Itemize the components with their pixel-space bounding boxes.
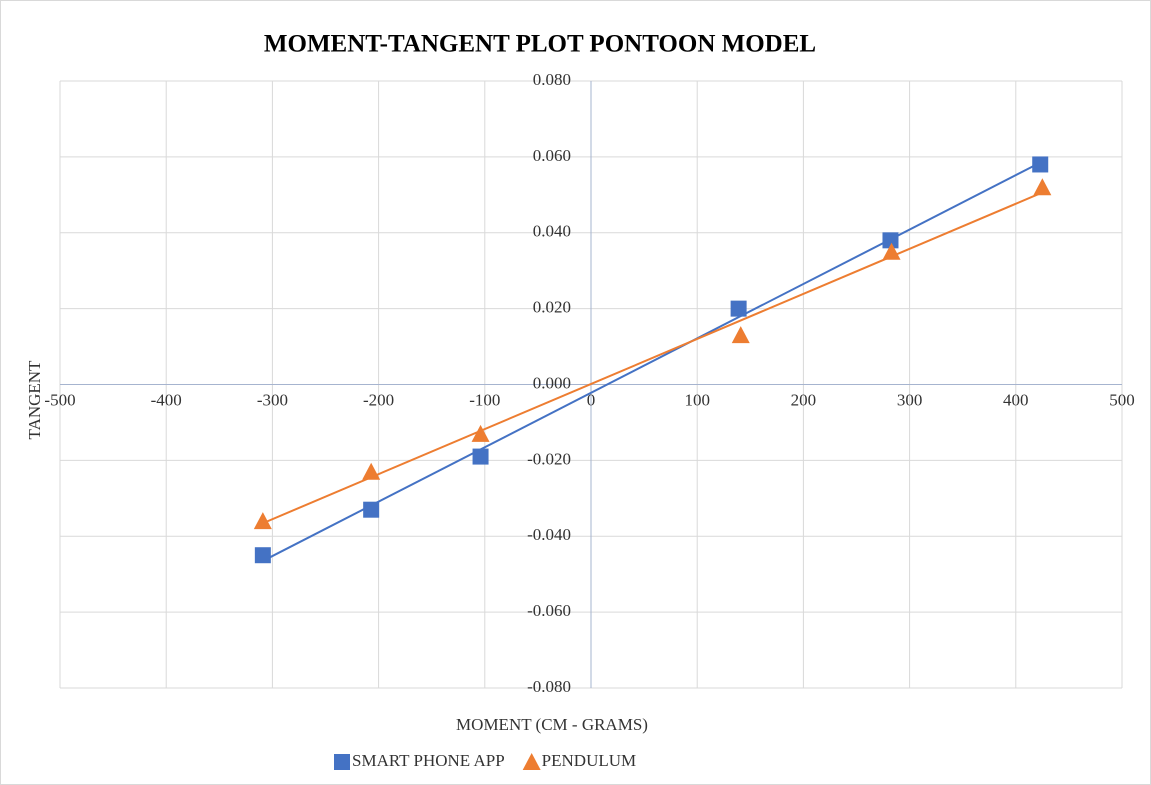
data-point bbox=[1032, 156, 1049, 173]
data-point bbox=[254, 547, 271, 564]
x-tick-label: 400 bbox=[1003, 390, 1029, 409]
legend-label: PENDULUM bbox=[542, 751, 636, 770]
data-point bbox=[730, 300, 747, 317]
data-point bbox=[363, 501, 380, 518]
x-tick-label: 500 bbox=[1109, 390, 1135, 409]
data-point bbox=[471, 424, 490, 442]
data-point bbox=[362, 462, 381, 480]
x-tick-label: -100 bbox=[469, 390, 500, 409]
x-tick-label: 100 bbox=[684, 390, 710, 409]
x-tick-label: -300 bbox=[257, 390, 288, 409]
data-point bbox=[731, 326, 750, 344]
x-axis-label: MOMENT (CM - GRAMS) bbox=[456, 715, 648, 734]
y-tick-label: -0.080 bbox=[527, 677, 571, 696]
y-tick-label: 0.060 bbox=[533, 146, 571, 165]
trendline bbox=[262, 191, 1043, 525]
data-point bbox=[334, 754, 350, 770]
data-point bbox=[522, 753, 541, 770]
data-point bbox=[472, 448, 489, 465]
x-tick-label: -500 bbox=[44, 390, 75, 409]
trendline bbox=[262, 161, 1041, 562]
data-point bbox=[1033, 178, 1052, 196]
x-tick-label: -200 bbox=[363, 390, 394, 409]
legend-label: SMART PHONE APP bbox=[352, 751, 505, 770]
data-point bbox=[882, 242, 901, 260]
chart-title: MOMENT-TANGENT PLOT PONTOON MODEL bbox=[264, 31, 816, 58]
y-tick-label: 0.080 bbox=[533, 70, 571, 89]
data-point bbox=[882, 232, 899, 249]
x-tick-label: 300 bbox=[897, 390, 923, 409]
x-tick-label: 200 bbox=[791, 390, 817, 409]
x-tick-label: -400 bbox=[151, 390, 182, 409]
x-tick-label: 0 bbox=[587, 390, 596, 409]
y-axis-label: TANGENT bbox=[25, 360, 44, 440]
y-tick-label: 0.040 bbox=[533, 222, 571, 241]
y-tick-label: 0.000 bbox=[533, 373, 571, 392]
y-tick-label: -0.020 bbox=[527, 449, 571, 468]
data-point bbox=[253, 512, 272, 530]
y-tick-label: -0.040 bbox=[527, 525, 571, 544]
y-tick-label: -0.060 bbox=[527, 601, 571, 620]
y-tick-label: 0.020 bbox=[533, 298, 571, 317]
